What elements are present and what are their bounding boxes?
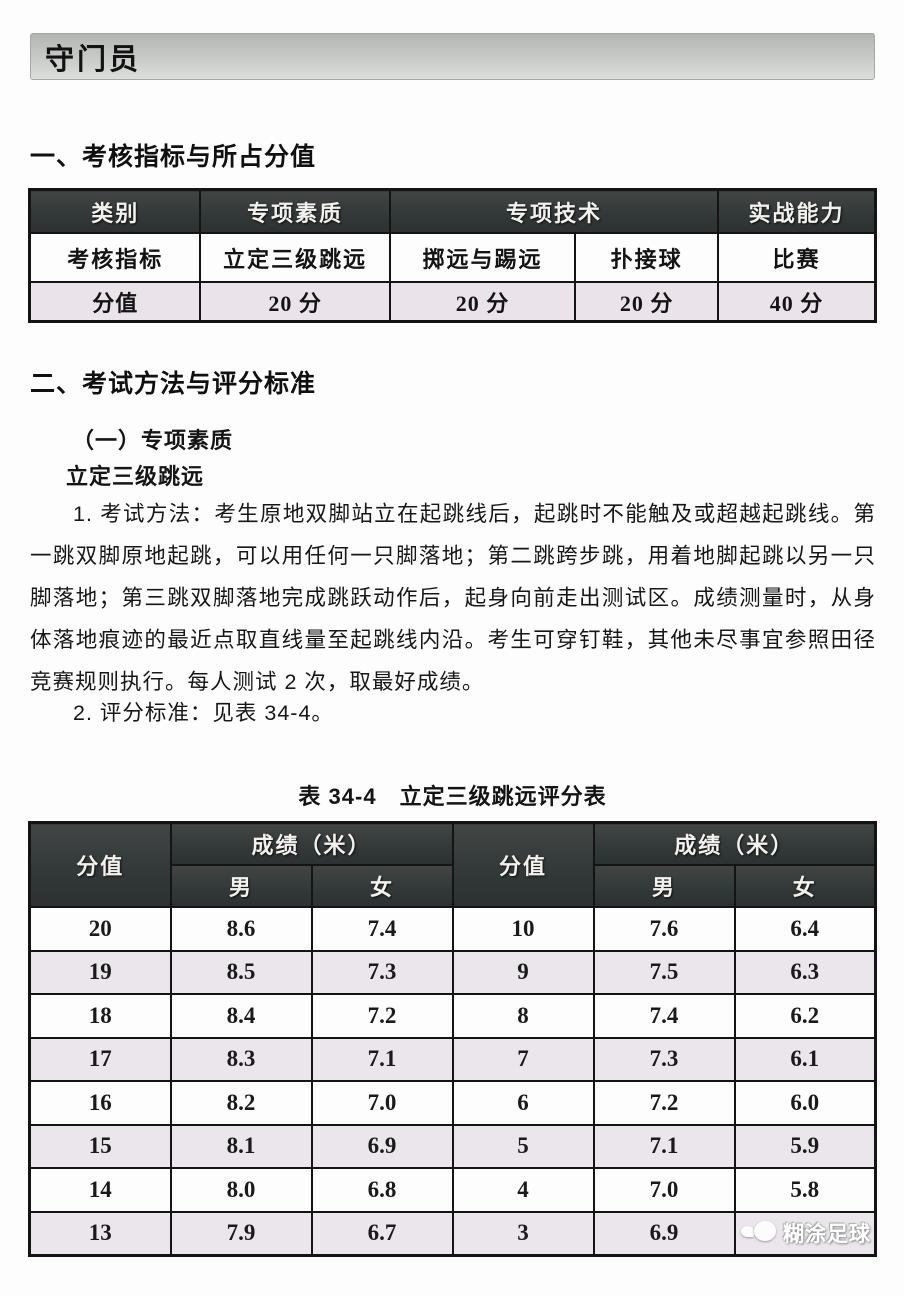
table-cell: 6 <box>451 1080 595 1126</box>
table-cell: 20 分 <box>199 281 391 323</box>
table-cell: 7.3 <box>310 949 454 995</box>
section2-heading: 二、考试方法与评分标准 <box>30 370 317 398</box>
header-cell-result: 成绩（米） <box>169 821 454 866</box>
table-cell: 20 <box>28 906 172 952</box>
chapter-title: 守门员 <box>45 43 142 76</box>
table-cell: 6.3 <box>733 949 877 995</box>
table-cell: 3 <box>451 1210 595 1257</box>
watermark-text: 糊涂足球 <box>783 1223 871 1247</box>
table-cell: 7.4 <box>310 906 454 952</box>
section1-heading: 一、考核指标与所占分值 <box>30 143 317 171</box>
table-cell: 7.0 <box>592 1167 736 1213</box>
table-cell: 7.6 <box>592 906 736 952</box>
table-cell: 10 <box>451 906 595 952</box>
table-cell: 16 <box>28 1080 172 1126</box>
table-row: 男 女 男 女 <box>30 864 877 908</box>
table-cell: 5 <box>451 1123 595 1169</box>
chapter-banner: 守门员 <box>30 33 875 80</box>
table-cell: 8 <box>451 993 595 1039</box>
table-cell: 6.2 <box>733 993 877 1039</box>
table-cell: 7.9 <box>169 1210 313 1257</box>
method-paragraph: 1. 考试方法：考生原地双脚站立在起跳线后，起跳时不能触及或超越起跳线。第一跳双… <box>30 502 876 694</box>
table-cell: 8.1 <box>169 1123 313 1169</box>
table-row: 13 7.9 6.7 3 6.9 糊涂足球 <box>28 1210 877 1257</box>
header-cell: 实战能力 <box>717 188 877 234</box>
table-cell: 15 <box>28 1123 172 1169</box>
table-row: 15 8.1 6.9 5 7.1 5.9 <box>28 1123 877 1169</box>
mascot-chat-bubble-icon <box>741 1219 777 1247</box>
event-name-heading: 立定三级跳远 <box>66 464 205 489</box>
table-cell: 8.2 <box>169 1080 313 1126</box>
table-cell: 6.4 <box>733 906 877 952</box>
table-cell: 8.5 <box>169 949 313 995</box>
table-cell: 8.3 <box>169 1036 313 1082</box>
table-row: 类别 专项素质 专项技术 实战能力 <box>28 188 877 234</box>
header-cell-female: 女 <box>733 864 877 908</box>
header-cell-result: 成绩（米） <box>592 821 877 866</box>
header-cell-score: 分值 <box>451 821 595 908</box>
subsection-heading: （一）专项素质 <box>72 428 234 453</box>
table-row: 考核指标 立定三级跳远 掷远与踢远 扑接球 比赛 <box>28 232 877 283</box>
header-cell-male: 男 <box>169 864 313 908</box>
table-cell: 19 <box>28 949 172 995</box>
header-cell: 类别 <box>28 188 202 234</box>
table-cell: 7.2 <box>310 993 454 1039</box>
table-cell: 6.0 <box>733 1080 877 1126</box>
table-row: 分值 成绩（米） 分值 成绩（米） <box>28 821 877 908</box>
table-cell: 7.3 <box>592 1036 736 1082</box>
table-cell: 立定三级跳远 <box>199 232 391 283</box>
header-cell-score: 分值 <box>28 821 172 908</box>
table-cell: 7.0 <box>310 1080 454 1126</box>
indicator-table: 类别 专项素质 专项技术 实战能力 考核指标 立定三级跳远 掷远与踢远 扑接球 … <box>28 188 877 323</box>
header-cell: 专项素质 <box>199 188 391 234</box>
header-cell-female: 女 <box>310 864 454 908</box>
table-cell: 4 <box>451 1167 595 1213</box>
standard-reference-line: 2. 评分标准：见表 34-4。 <box>73 701 334 725</box>
table-cell: 7 <box>451 1036 595 1082</box>
table-cell: 6.9 <box>592 1210 736 1257</box>
table-cell: 7.4 <box>592 993 736 1039</box>
table-cell: 6.1 <box>733 1036 877 1082</box>
table-cell: 比赛 <box>717 232 877 283</box>
table-cell: 40 分 <box>717 281 877 323</box>
watermark: 糊涂足球 <box>741 1218 871 1248</box>
table-cell: 20 分 <box>388 281 577 323</box>
table-cell: 8.0 <box>169 1167 313 1213</box>
table-row: 19 8.5 7.3 9 7.5 6.3 <box>28 949 877 995</box>
scoring-table: 分值 成绩（米） 分值 成绩（米） 男 女 男 女 20 8.6 7.4 10 … <box>28 821 877 1257</box>
table-cell: 考核指标 <box>28 232 202 283</box>
table-cell: 7.1 <box>310 1036 454 1082</box>
table-row: 分值 20 分 20 分 20 分 40 分 <box>28 281 877 323</box>
table-cell: 5.8 <box>733 1167 877 1213</box>
table-row: 17 8.3 7.1 7 7.3 6.1 <box>28 1036 877 1082</box>
table-cell: 6.8 <box>310 1167 454 1213</box>
table-cell: 13 <box>28 1210 172 1257</box>
table-cell: 5.9 <box>733 1123 877 1169</box>
table-cell: 18 <box>28 993 172 1039</box>
table-cell: 8.4 <box>169 993 313 1039</box>
table-row: 20 8.6 7.4 10 7.6 6.4 <box>28 906 877 952</box>
table-cell: 分值 <box>28 281 202 323</box>
table-cell: 8.6 <box>169 906 313 952</box>
table-cell: 6.7 <box>310 1210 454 1257</box>
header-cell: 专项技术 <box>388 188 720 234</box>
table-cell: 7.1 <box>592 1123 736 1169</box>
table-cell: 9 <box>451 949 595 995</box>
table-cell: 糊涂足球 <box>733 1210 877 1257</box>
table-row: 14 8.0 6.8 4 7.0 5.8 <box>28 1167 877 1213</box>
table-cell: 7.2 <box>592 1080 736 1126</box>
table-row: 16 8.2 7.0 6 7.2 6.0 <box>28 1080 877 1126</box>
table-cell: 20 分 <box>574 281 720 323</box>
table-row: 18 8.4 7.2 8 7.4 6.2 <box>28 993 877 1039</box>
table-cell: 7.5 <box>592 949 736 995</box>
table-cell: 14 <box>28 1167 172 1213</box>
table-cell: 掷远与踢远 <box>388 232 577 283</box>
table-cell: 17 <box>28 1036 172 1082</box>
scoring-table-caption: 表 34-4 立定三级跳远评分表 <box>298 784 607 809</box>
header-cell-male: 男 <box>592 864 736 908</box>
table-cell: 扑接球 <box>574 232 720 283</box>
table-cell: 6.9 <box>310 1123 454 1169</box>
